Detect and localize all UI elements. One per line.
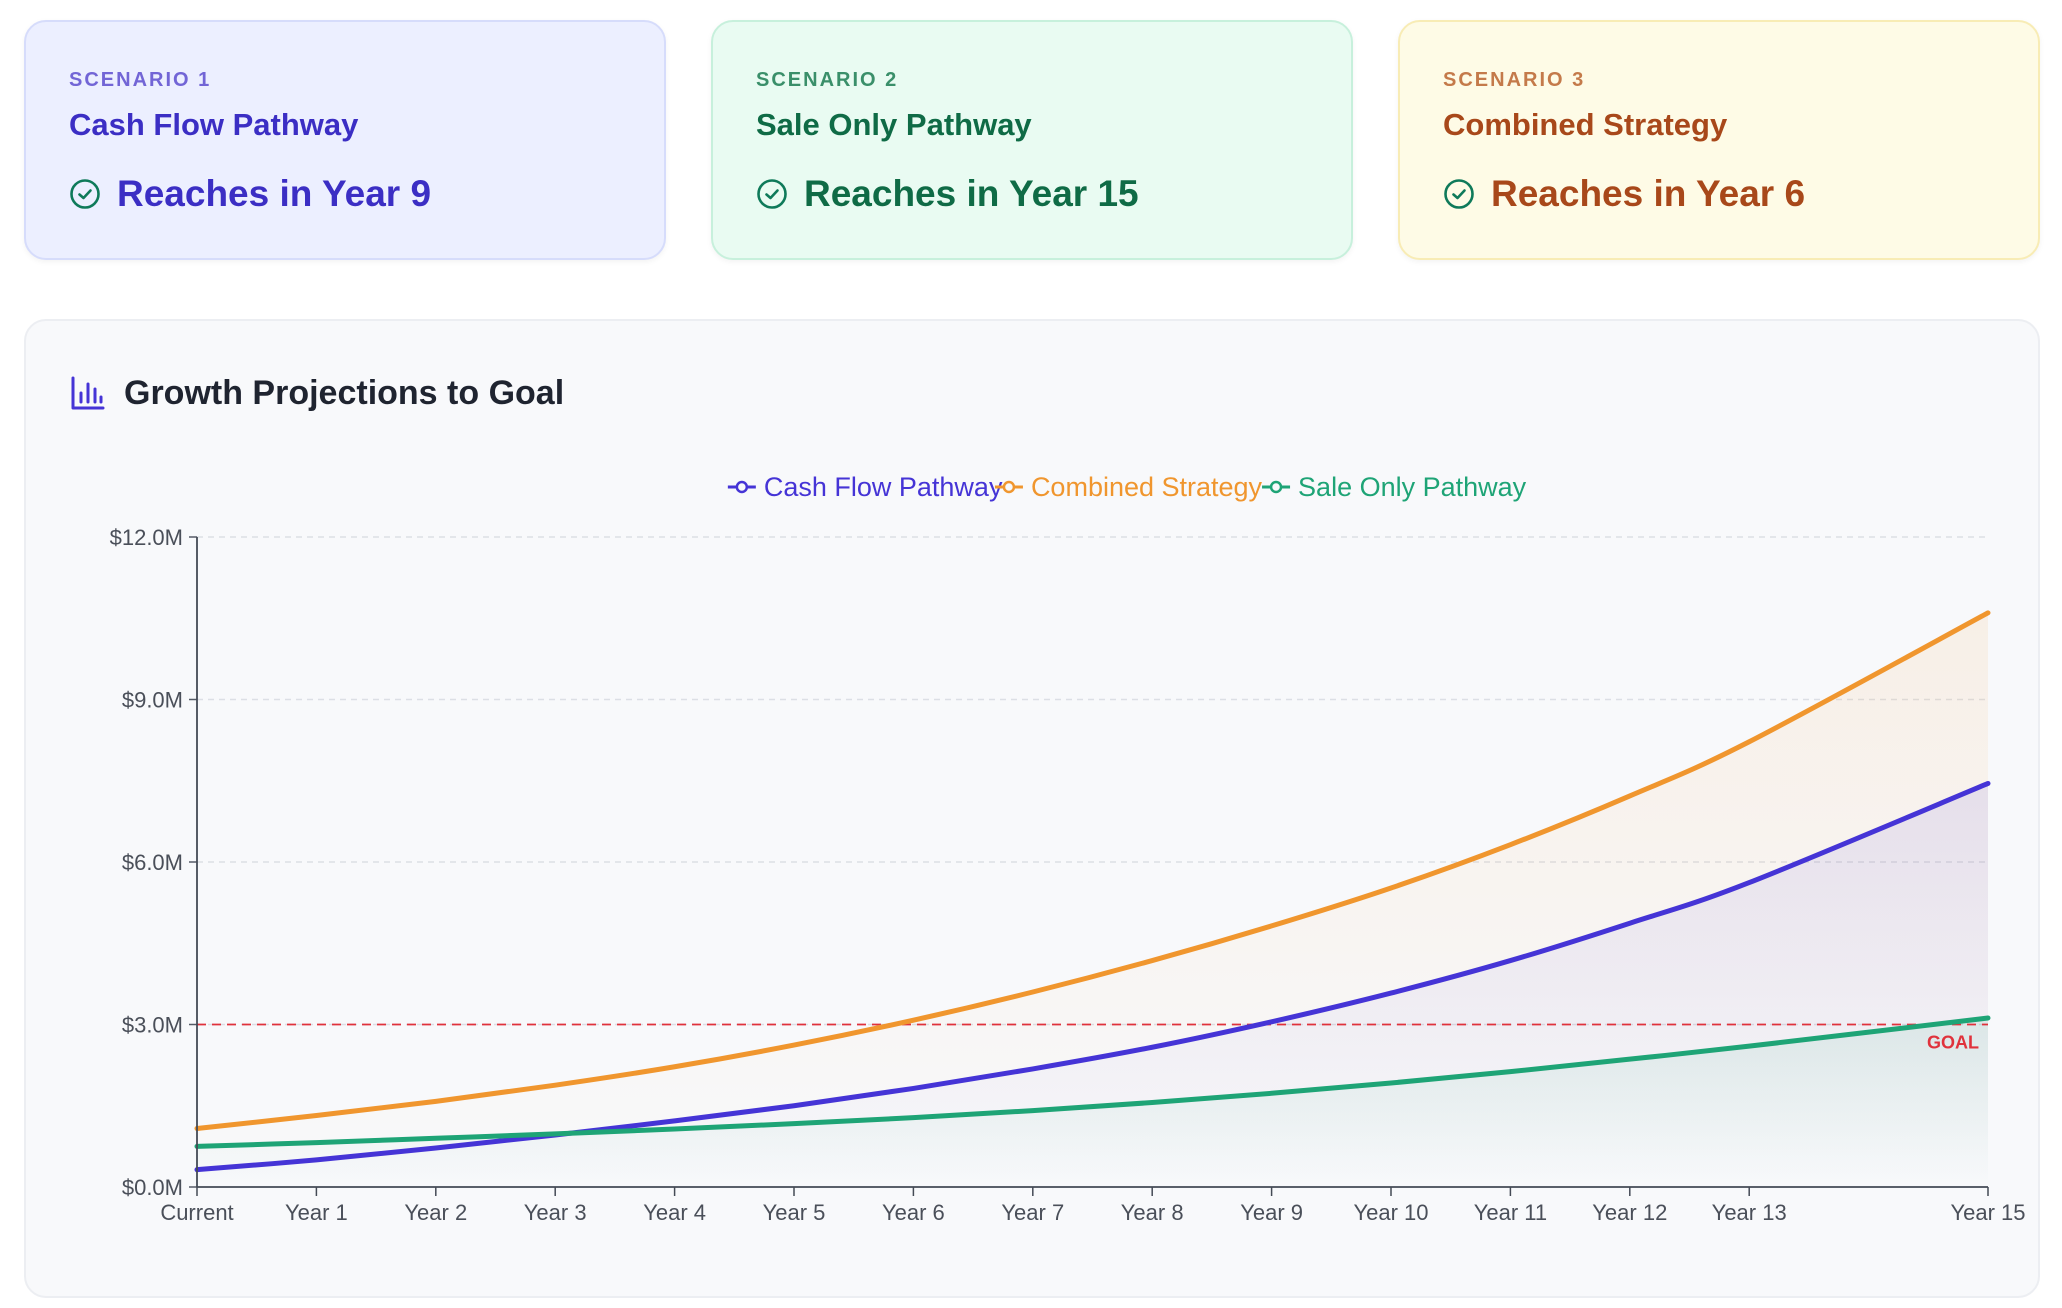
legend-marker-dot xyxy=(1002,480,1016,494)
series-line xyxy=(194,1015,1991,1149)
scenario-title: Cash Flow Pathway xyxy=(69,107,359,142)
y-tick-label: $6.0M xyxy=(122,850,183,875)
y-tick-label: $3.0M xyxy=(122,1013,183,1038)
legend-label: Combined Strategy xyxy=(1031,472,1263,502)
x-tick-label: Year 13 xyxy=(1712,1200,1787,1225)
x-tick-label: Current xyxy=(160,1200,233,1225)
series-line xyxy=(194,780,1991,1173)
y-tick-label: $0.0M xyxy=(122,1175,183,1200)
x-tick-label: Year 7 xyxy=(1001,1200,1064,1225)
scenario-status-text: Reaches in Year 9 xyxy=(117,173,432,214)
scenario-status-text: Reaches in Year 6 xyxy=(1491,173,1806,214)
bar-chart-icon xyxy=(71,376,105,410)
legend-marker-dot xyxy=(735,480,749,494)
scenario-eyebrow: SCENARIO 3 xyxy=(1443,69,1586,91)
check-circle-icon xyxy=(1444,179,1474,209)
scenario-status-text: Reaches in Year 15 xyxy=(804,173,1139,214)
scenario-title: Sale Only Pathway xyxy=(756,107,1032,142)
x-tick-label: Year 6 xyxy=(882,1200,945,1225)
scenario-card-cash-flow[interactable]: SCENARIO 1 Cash Flow Pathway Reaches in … xyxy=(24,20,666,260)
panel-header: Growth Projections to Goal xyxy=(70,371,564,415)
x-tick-label: Year 2 xyxy=(404,1200,467,1225)
scenario-card-sale-only[interactable]: SCENARIO 2 Sale Only Pathway Reaches in … xyxy=(711,20,1353,260)
x-tick-label: Year 15 xyxy=(1950,1200,2025,1225)
scenario-card-combined[interactable]: SCENARIO 3 Combined Strategy Reaches in … xyxy=(1398,20,2040,260)
x-tick-label: Year 12 xyxy=(1592,1200,1667,1225)
y-tick-label: $12.0M xyxy=(110,525,183,550)
x-tick-label: Year 5 xyxy=(763,1200,826,1225)
check-circle-icon xyxy=(70,179,100,209)
scenario-cards: SCENARIO 1 Cash Flow Pathway Reaches in … xyxy=(24,20,2040,262)
x-tick-label: Year 9 xyxy=(1240,1200,1303,1225)
legend-label: Sale Only Pathway xyxy=(1298,472,1527,502)
x-tick-label: Year 4 xyxy=(643,1200,706,1225)
scenario-eyebrow: SCENARIO 1 xyxy=(69,69,212,91)
y-tick-label: $9.0M xyxy=(122,688,183,713)
series-area xyxy=(197,1018,1988,1187)
goal-label: GOAL xyxy=(1927,1033,1979,1053)
check-circle-icon xyxy=(757,179,787,209)
legend-marker-dot xyxy=(1269,480,1283,494)
panel-title: Growth Projections to Goal xyxy=(124,373,565,412)
x-tick-label: Year 11 xyxy=(1474,1200,1547,1225)
legend-label: Cash Flow Pathway xyxy=(764,472,1003,502)
scenario-status: Reaches in Year 6 xyxy=(1443,172,1805,216)
scenario-title: Combined Strategy xyxy=(1443,107,1728,142)
scenario-status: Reaches in Year 9 xyxy=(69,172,431,216)
x-tick-label: Year 1 xyxy=(285,1200,348,1225)
x-tick-label: Year 8 xyxy=(1121,1200,1184,1225)
x-tick-label: Year 10 xyxy=(1353,1200,1428,1225)
scenario-eyebrow: SCENARIO 2 xyxy=(756,69,899,91)
x-tick-label: Year 3 xyxy=(524,1200,587,1225)
series-line xyxy=(194,610,1991,1131)
scenario-status: Reaches in Year 15 xyxy=(756,172,1139,216)
